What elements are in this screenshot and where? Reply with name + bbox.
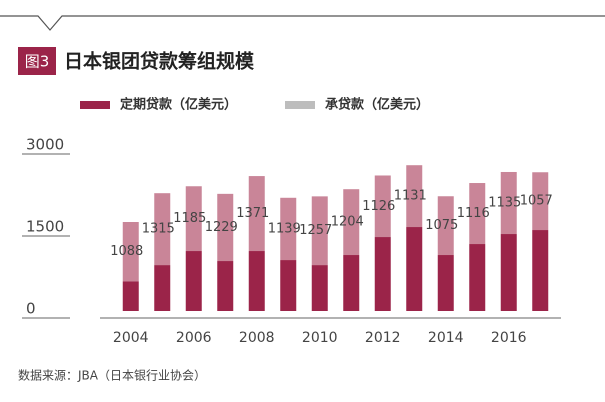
bar-segment [343,189,360,256]
bar-segment [406,227,423,311]
value-label: 1057 [520,194,553,209]
bar-segment [248,251,265,311]
x-tick-label: 2004 [113,330,149,346]
x-tick-label: 2014 [428,330,464,346]
value-label: 1139 [268,221,301,236]
value-label: 1204 [331,215,364,230]
bar-segment [500,171,517,235]
value-label: 1371 [236,206,269,221]
value-label: 1229 [205,220,238,235]
bar-segment [374,175,391,238]
bar-segment [185,251,202,311]
badge-box [18,47,56,75]
chart-title: 日本银团贷款筹组规模 [64,50,255,73]
x-tick-label: 2008 [239,330,275,346]
value-label: 1126 [362,199,395,214]
source: 数据来源：JBA（日本银行业协会） [18,368,206,383]
bar-segment [343,255,360,311]
bar-segment [122,222,139,282]
x-tick-label: 2006 [176,330,212,346]
x-tick-label: 2016 [491,330,527,346]
bar-segment [437,255,454,311]
value-label: 1075 [425,218,458,233]
bar-segment [532,172,549,231]
bar-segment [122,281,139,311]
value-label: 1116 [457,206,490,221]
bar-segment [500,234,517,311]
legend-swatch [285,101,315,109]
bar-segment [406,165,423,228]
x-tick-label: 2010 [302,330,338,346]
badge: 图3 [25,53,50,71]
value-label: 1257 [299,223,332,238]
bar-segment [532,230,549,311]
bar-segment [374,237,391,311]
value-label: 1131 [394,189,427,204]
bar-segment [217,261,234,311]
header-rule [0,15,605,31]
legend-swatch [80,101,110,109]
bar-segment [154,265,171,311]
value-label: 1185 [173,211,206,226]
bar-segment [217,193,234,262]
bar-segment [280,197,297,261]
legend-label: 定期贷款（亿美元） [119,97,237,113]
bar-segment [469,183,486,245]
x-tick-label: 2012 [365,330,401,346]
bar-segment [154,193,171,266]
bar-segment [185,186,202,252]
bar-segment [437,196,454,256]
value-label: 1135 [488,196,521,211]
bar-segment [469,244,486,311]
bar-segment [248,176,265,252]
y-tick-label: 1500 [26,218,64,236]
y-tick-label: 3000 [26,136,64,154]
bar-segment [311,196,328,266]
value-label: 1315 [142,222,175,237]
value-label: 1088 [110,244,143,259]
legend-label: 承贷款（亿美元） [325,97,429,113]
bar-segment [311,265,328,311]
bar-segment [280,260,297,311]
y-tick-label: 0 [26,300,36,318]
